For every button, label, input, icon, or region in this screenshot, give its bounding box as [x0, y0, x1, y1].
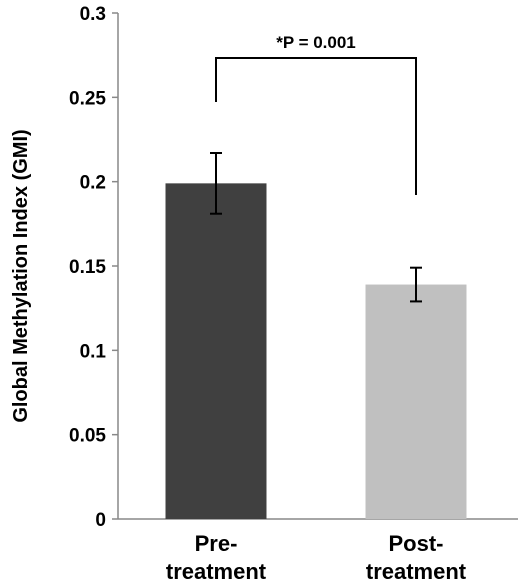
- x-category-label: Pre-treatment: [166, 531, 267, 584]
- y-tick-label: 0.1: [80, 341, 107, 362]
- x-category-label-line: treatment: [366, 559, 467, 584]
- bar: [365, 284, 467, 519]
- error-bars: [210, 151, 422, 303]
- p-value-label: *P = 0.001: [276, 33, 356, 52]
- significance-bracket: [215, 57, 417, 195]
- bar: [165, 183, 267, 519]
- y-tick-label: 0.15: [69, 257, 106, 278]
- y-axis-label: Global Methylation Index (GMI): [10, 129, 32, 422]
- x-category-label-line: Pre-: [195, 531, 238, 556]
- y-tick-label: 0.25: [69, 88, 106, 109]
- y-tick-label: 0: [95, 510, 106, 531]
- y-tick-label: 0.3: [80, 4, 106, 25]
- bars: [165, 183, 467, 519]
- x-category-label: Post-treatment: [366, 531, 467, 584]
- y-tick-label: 0.05: [69, 426, 106, 447]
- y-tick-label: 0.2: [80, 173, 106, 194]
- significance-annotation: *P = 0.001: [215, 33, 417, 195]
- y-axis: 0 0.05 0.1 0.15 0.2 0.25 0.3: [69, 4, 119, 531]
- x-category-label-line: treatment: [166, 559, 267, 584]
- x-category-label-line: Post-: [389, 531, 444, 556]
